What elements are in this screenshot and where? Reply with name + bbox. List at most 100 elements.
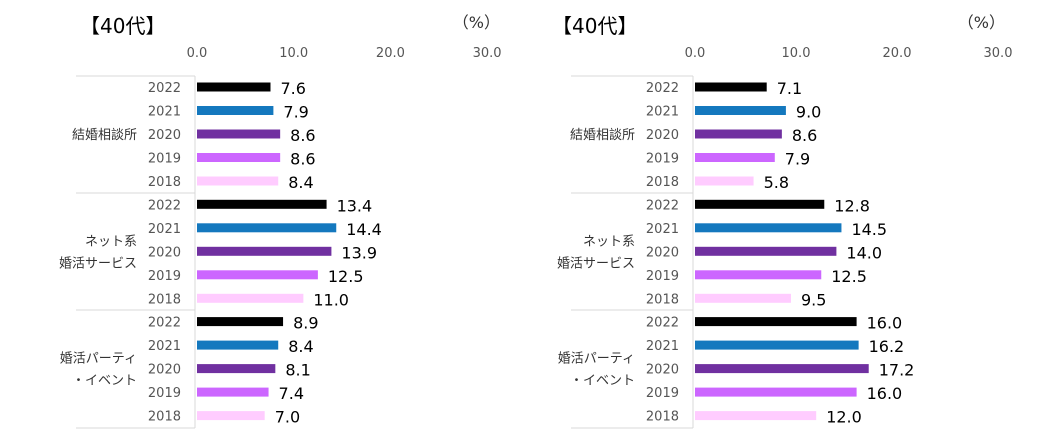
year-label: 2018 bbox=[148, 175, 181, 190]
year-label: 2021 bbox=[148, 222, 181, 237]
bar-2020 bbox=[197, 246, 332, 256]
bar-2019 bbox=[197, 153, 281, 162]
data-label: 8.6 bbox=[792, 126, 817, 145]
year-label: 2021 bbox=[646, 339, 679, 354]
group-label: 婚活パーティ bbox=[60, 352, 137, 367]
data-label: 7.6 bbox=[280, 79, 305, 98]
year-label: 2020 bbox=[646, 245, 679, 260]
bar-2021 bbox=[695, 106, 786, 115]
year-label: 2022 bbox=[646, 81, 679, 96]
bar-2018 bbox=[695, 411, 817, 421]
bar-2019 bbox=[695, 153, 775, 162]
year-label: 2018 bbox=[646, 410, 679, 425]
data-label: 12.0 bbox=[826, 408, 862, 427]
bar-2021 bbox=[197, 340, 279, 350]
year-label: 2019 bbox=[148, 386, 181, 401]
year-label: 2022 bbox=[148, 316, 181, 331]
year-label: 2018 bbox=[148, 410, 181, 425]
x-tick-label: 20.0 bbox=[883, 46, 912, 61]
data-label: 11.0 bbox=[313, 290, 349, 309]
year-label: 2018 bbox=[646, 175, 679, 190]
bar-2022 bbox=[695, 199, 825, 209]
data-label: 17.2 bbox=[879, 361, 915, 380]
bar-2018 bbox=[197, 176, 279, 186]
data-label: 7.9 bbox=[283, 103, 308, 122]
bar-2022 bbox=[695, 82, 767, 92]
data-label: 9.0 bbox=[796, 103, 821, 122]
data-label: 8.6 bbox=[290, 150, 315, 169]
x-tick-label: 10.0 bbox=[782, 46, 811, 61]
data-label: 7.0 bbox=[275, 408, 300, 427]
year-label: 2020 bbox=[148, 128, 181, 143]
x-tick-label: 30.0 bbox=[984, 46, 1013, 61]
data-label: 16.2 bbox=[869, 337, 905, 356]
data-label: 8.9 bbox=[293, 314, 318, 333]
data-label: 12.8 bbox=[834, 196, 870, 215]
data-label: 7.9 bbox=[785, 150, 810, 169]
data-label: 14.0 bbox=[846, 243, 882, 262]
bar-2018 bbox=[695, 176, 754, 186]
bar-2021 bbox=[695, 223, 842, 233]
data-label: 8.4 bbox=[288, 173, 313, 192]
bar-2021 bbox=[695, 340, 859, 350]
year-label: 2018 bbox=[646, 292, 679, 307]
year-label: 2019 bbox=[148, 152, 181, 167]
bar-2022 bbox=[197, 199, 327, 209]
data-label: 8.4 bbox=[288, 337, 313, 356]
unit-label: （%） bbox=[453, 13, 500, 32]
bar-2022 bbox=[695, 317, 857, 327]
year-label: 2021 bbox=[148, 105, 181, 120]
data-label: 7.4 bbox=[279, 384, 304, 403]
bar-2019 bbox=[197, 387, 269, 397]
bar-2020 bbox=[695, 129, 782, 139]
data-label: 13.4 bbox=[337, 196, 373, 215]
year-label: 2022 bbox=[148, 81, 181, 96]
year-label: 2019 bbox=[646, 152, 679, 167]
x-tick-label: 0.0 bbox=[685, 46, 706, 61]
x-tick-label: 30.0 bbox=[473, 46, 502, 61]
data-label: 12.5 bbox=[831, 267, 867, 286]
group-label: ・イベント bbox=[72, 374, 137, 389]
bar-2018 bbox=[695, 293, 791, 303]
data-label: 8.6 bbox=[290, 126, 315, 145]
year-label: 2020 bbox=[148, 363, 181, 378]
bar-2020 bbox=[197, 364, 276, 374]
bar-2020 bbox=[197, 129, 281, 139]
unit-label: （%） bbox=[958, 13, 1005, 32]
bar-2019 bbox=[197, 270, 318, 280]
group-label: ネット系 bbox=[85, 234, 137, 249]
bar-2019 bbox=[695, 270, 822, 280]
bar-2022 bbox=[197, 82, 271, 92]
group-label: 婚活サービス bbox=[59, 256, 137, 271]
year-label: 2020 bbox=[646, 363, 679, 378]
year-label: 2021 bbox=[148, 339, 181, 354]
data-label: 14.4 bbox=[346, 220, 382, 239]
year-label: 2022 bbox=[646, 316, 679, 331]
chart-title: 【40代】 bbox=[80, 14, 165, 38]
data-label: 16.0 bbox=[867, 384, 903, 403]
x-tick-label: 20.0 bbox=[376, 46, 405, 61]
chart-title: 【40代】 bbox=[552, 14, 637, 38]
data-label: 9.5 bbox=[801, 290, 826, 309]
group-label: 結婚相談所 bbox=[570, 127, 635, 143]
data-label: 14.5 bbox=[851, 220, 887, 239]
group-label: 結婚相談所 bbox=[72, 127, 137, 143]
bar-2021 bbox=[197, 106, 274, 115]
data-label: 13.9 bbox=[341, 243, 377, 262]
year-label: 2022 bbox=[148, 198, 181, 213]
group-label: 婚活サービス bbox=[557, 256, 635, 271]
year-label: 2022 bbox=[646, 198, 679, 213]
bar-2019 bbox=[695, 387, 857, 397]
year-label: 2020 bbox=[148, 245, 181, 260]
year-label: 2019 bbox=[646, 386, 679, 401]
year-label: 2019 bbox=[646, 269, 679, 284]
year-label: 2018 bbox=[148, 292, 181, 307]
bar-2020 bbox=[695, 364, 869, 374]
group-label: ネット系 bbox=[583, 234, 635, 249]
bar-2022 bbox=[197, 317, 284, 327]
year-label: 2020 bbox=[646, 128, 679, 143]
x-tick-label: 0.0 bbox=[187, 46, 208, 61]
data-label: 16.0 bbox=[867, 314, 903, 333]
bar-2018 bbox=[197, 411, 265, 421]
